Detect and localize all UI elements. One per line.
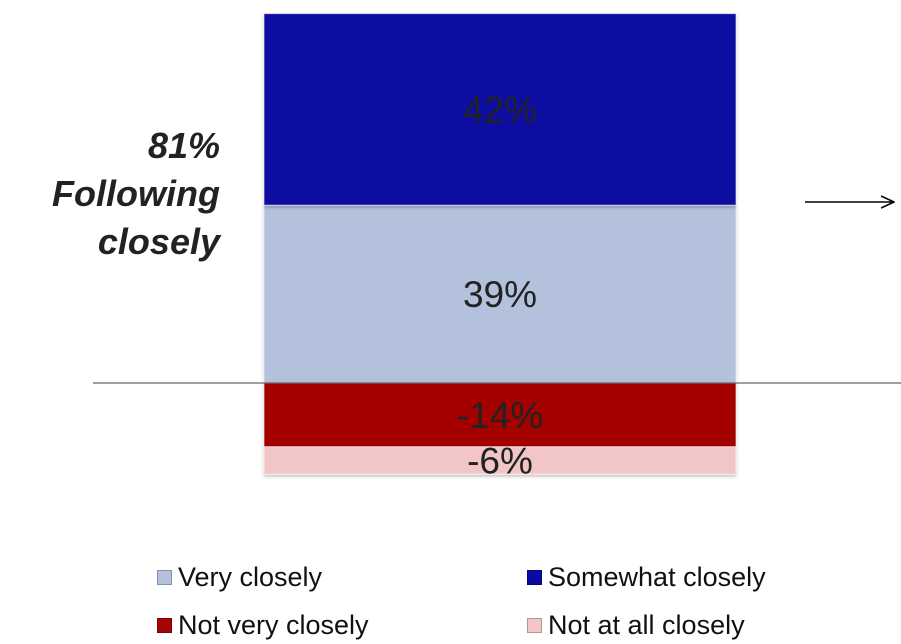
legend-label-very-closely: Very closely	[178, 562, 323, 592]
following-closely-annotation: 81% Following closely	[52, 122, 220, 266]
bar-segment-very-closely	[263, 204, 737, 384]
bar-label-group: 39% 42% -14% -6%	[457, 89, 543, 481]
data-label-not-at-all-closely: -6%	[467, 441, 533, 482]
legend-swatch-not-very-closely	[157, 618, 172, 633]
legend-swatch-somewhat-closely	[527, 570, 542, 585]
bar-segment-not-at-all-closely	[263, 446, 737, 475]
annotation-line-3: closely	[97, 221, 220, 262]
data-label-not-very-closely: -14%	[457, 395, 543, 436]
legend-item-not-very-closely: Not very closely	[157, 610, 369, 641]
bar-segment-somewhat-closely	[263, 13, 737, 206]
legend-swatch-not-at-all-closely	[527, 618, 542, 633]
legend-item-not-at-all-closely: Not at all closely	[527, 610, 745, 641]
annotation-line-1: 81%	[147, 125, 220, 166]
legend-swatch-very-closely	[157, 570, 172, 585]
legend-item-somewhat-closely: Somewhat closely	[527, 562, 766, 593]
legend-label-not-very-closely: Not very closely	[178, 610, 369, 640]
legend-item-very-closely: Very closely	[157, 562, 322, 593]
annotation-line-2: Following	[52, 173, 220, 214]
data-label-very-closely: 39%	[463, 274, 537, 315]
bar-group	[263, 13, 737, 475]
legend-label-somewhat-closely: Somewhat closely	[548, 562, 766, 592]
data-label-somewhat-closely: 42%	[463, 89, 537, 130]
legend-label-not-at-all-closely: Not at all closely	[548, 610, 745, 640]
